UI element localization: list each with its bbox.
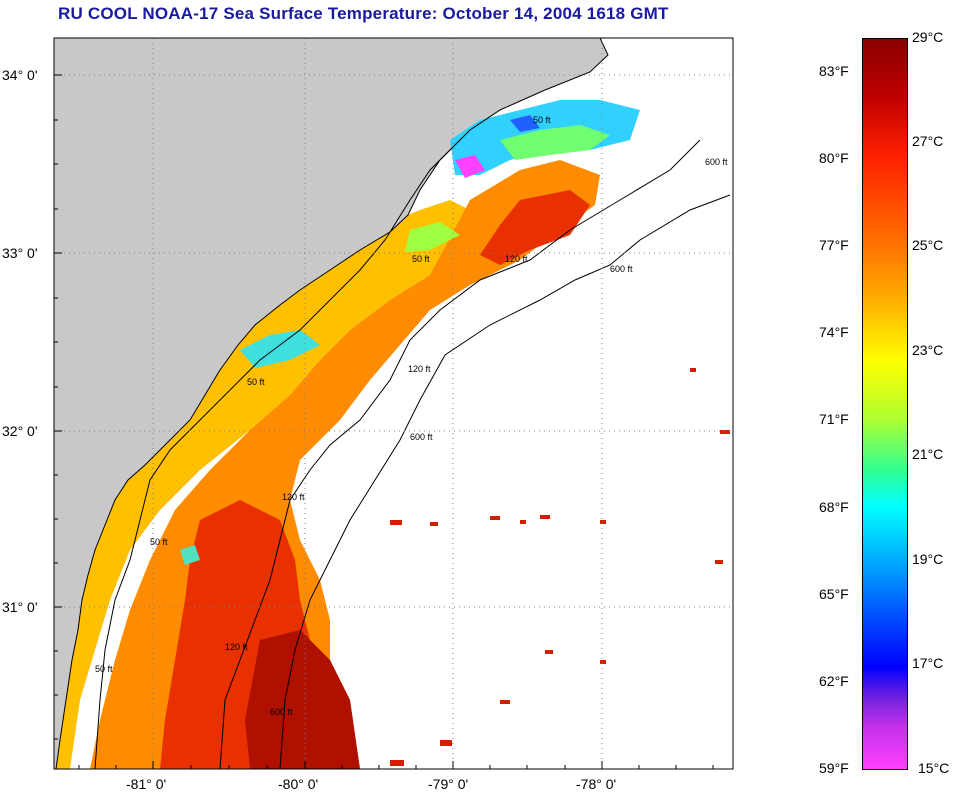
lat-label-34: 34° 0' [2, 67, 38, 83]
colorbar-f-label: 83°F [819, 63, 849, 79]
contour-label-group: 50 ft 120 ft 600 ft 50 ft 120 ft 600 ft … [95, 115, 728, 717]
colorbar-c-label: 19°C [912, 551, 944, 567]
contour-label: 50 ft [150, 537, 168, 547]
temperature-colorbar [862, 38, 908, 770]
colorbar-f-label: 59°F [819, 760, 849, 776]
contour-label: 50 ft [95, 664, 113, 674]
lon-label-79: -79° 0' [428, 776, 468, 792]
colorbar-c-label: 25°C [912, 237, 944, 253]
colorbar-c-label: 17°C [912, 655, 944, 671]
sst-scatter-offshore [390, 368, 730, 766]
contour-label: 600 ft [610, 264, 633, 274]
contour-label: 600 ft [705, 157, 728, 167]
contour-label: 120 ft [225, 642, 248, 652]
sst-cool-patch-north-2 [500, 125, 610, 160]
coastline [55, 38, 609, 769]
lat-label-32: 32° 0' [2, 423, 38, 439]
sst-green-strip [405, 222, 460, 252]
contour-label: 50 ft [247, 377, 265, 387]
lon-ticks [78, 761, 714, 769]
lon-label-80: -80° 0' [278, 776, 318, 792]
contour-label: 600 ft [410, 432, 433, 442]
colorbar-f-label: 74°F [819, 324, 849, 340]
sst-magenta-patch [455, 155, 485, 178]
grid-lines [54, 38, 733, 769]
contour-label: 120 ft [282, 492, 305, 502]
sst-darkred-core [245, 630, 360, 769]
colorbar-f-label: 80°F [819, 150, 849, 166]
contour-label: 120 ft [505, 254, 528, 264]
contour-label: 600 ft [270, 707, 293, 717]
contour-label: 50 ft [412, 254, 430, 264]
colorbar-c-label: 23°C [912, 342, 944, 358]
lat-label-33: 33° 0' [2, 245, 38, 261]
lon-label-81: -81° 0' [126, 776, 166, 792]
bathymetry-contours [94, 139, 731, 769]
contour-label: 50 ft [533, 115, 551, 125]
sst-blue-patch [510, 115, 540, 132]
colorbar-f-label: 62°F [819, 673, 849, 689]
colorbar-f-label: 65°F [819, 586, 849, 602]
lat-label-31: 31° 0' [2, 599, 38, 615]
contour-label: 120 ft [408, 364, 431, 374]
colorbar-f-label: 77°F [819, 237, 849, 253]
land-area [54, 38, 608, 769]
colorbar-c-label: 15°C [918, 760, 950, 776]
lat-ticks [54, 74, 62, 740]
colorbar-f-label: 71°F [819, 411, 849, 427]
map-title: RU COOL NOAA-17 Sea Surface Temperature:… [58, 4, 669, 23]
colorbar-c-label: 21°C [912, 446, 944, 462]
colorbar-c-label: 27°C [912, 133, 944, 149]
sst-red-north [480, 190, 590, 265]
sst-cool-spot-south [180, 545, 200, 565]
colorbar-c-label: 29°C [912, 29, 944, 45]
colorbar-f-label: 68°F [819, 499, 849, 515]
sst-cool-strip-mid [240, 330, 320, 368]
lon-label-78: -78° 0' [576, 776, 616, 792]
map-border [53, 37, 734, 770]
